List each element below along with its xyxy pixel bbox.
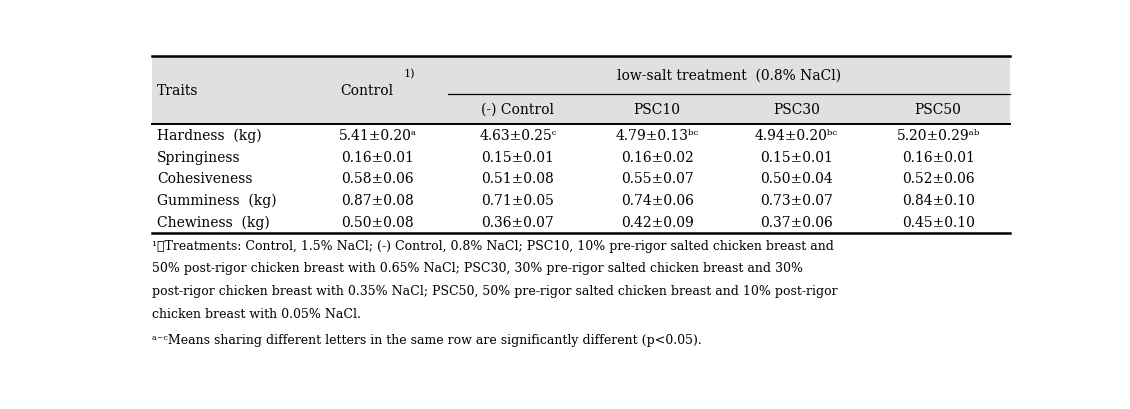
Text: 0.74±0.06: 0.74±0.06 [620, 194, 694, 208]
Text: 5.20±0.29ᵃᵇ: 5.20±0.29ᵃᵇ [896, 128, 980, 142]
Text: PSC50: PSC50 [915, 103, 962, 117]
Text: 0.16±0.01: 0.16±0.01 [341, 150, 414, 164]
Text: PSC30: PSC30 [773, 103, 819, 117]
Text: chicken breast with 0.05% NaCl.: chicken breast with 0.05% NaCl. [151, 307, 360, 320]
Text: 1): 1) [405, 68, 416, 79]
Text: 0.16±0.02: 0.16±0.02 [620, 150, 694, 164]
Text: Control: Control [340, 84, 393, 98]
Text: 0.55±0.07: 0.55±0.07 [620, 172, 694, 186]
Text: 0.51±0.08: 0.51±0.08 [481, 172, 554, 186]
Bar [307, 95, 447, 125]
Bar [151, 95, 307, 125]
Text: 0.50±0.08: 0.50±0.08 [341, 216, 414, 229]
Text: 0.73±0.07: 0.73±0.07 [759, 194, 833, 208]
Bar [151, 57, 1010, 95]
Text: 4.79±0.13ᵇᶜ: 4.79±0.13ᵇᶜ [616, 128, 698, 142]
Text: 0.36±0.07: 0.36±0.07 [481, 216, 554, 229]
Text: Gumminess  (kg): Gumminess (kg) [157, 193, 277, 208]
Text: 0.45±0.10: 0.45±0.10 [902, 216, 974, 229]
Text: Cohesiveness: Cohesiveness [157, 172, 252, 186]
Text: ᵃ⁻ᶜMeans sharing different letters in the same row are significantly different (: ᵃ⁻ᶜMeans sharing different letters in th… [151, 333, 702, 346]
Text: 4.94±0.20ᵇᶜ: 4.94±0.20ᵇᶜ [755, 128, 837, 142]
Text: 50% post-rigor chicken breast with 0.65% NaCl; PSC30, 30% pre-rigor salted chick: 50% post-rigor chicken breast with 0.65%… [151, 262, 802, 274]
Text: 0.50±0.04: 0.50±0.04 [760, 172, 833, 186]
Text: 0.15±0.01: 0.15±0.01 [481, 150, 554, 164]
Text: Hardness  (kg): Hardness (kg) [157, 128, 262, 143]
Text: 0.58±0.06: 0.58±0.06 [341, 172, 414, 186]
Text: 0.37±0.06: 0.37±0.06 [760, 216, 833, 229]
Text: 0.84±0.10: 0.84±0.10 [902, 194, 974, 208]
Text: 0.15±0.01: 0.15±0.01 [759, 150, 833, 164]
Text: 0.52±0.06: 0.52±0.06 [902, 172, 974, 186]
Text: 0.87±0.08: 0.87±0.08 [341, 194, 414, 208]
Text: ¹⧮Treatments: Control, 1.5% NaCl; (-) Control, 0.8% NaCl; PSC10, 10% pre-rigor s: ¹⧮Treatments: Control, 1.5% NaCl; (-) Co… [151, 239, 834, 252]
Text: 0.16±0.01: 0.16±0.01 [902, 150, 974, 164]
Text: 0.42±0.09: 0.42±0.09 [620, 216, 694, 229]
Text: 0.71±0.05: 0.71±0.05 [481, 194, 554, 208]
Bar [447, 95, 1010, 125]
Text: Traits: Traits [157, 84, 199, 98]
Text: Chewiness  (kg): Chewiness (kg) [157, 215, 270, 229]
Text: 4.63±0.25ᶜ: 4.63±0.25ᶜ [479, 128, 557, 142]
Text: (-) Control: (-) Control [481, 103, 555, 117]
Text: post-rigor chicken breast with 0.35% NaCl; PSC50, 50% pre-rigor salted chicken b: post-rigor chicken breast with 0.35% NaC… [151, 284, 837, 297]
Text: Springiness: Springiness [157, 150, 241, 164]
Text: PSC10: PSC10 [634, 103, 680, 117]
Text: low-salt treatment  (0.8% NaCl): low-salt treatment (0.8% NaCl) [617, 69, 841, 83]
Text: 5.41±0.20ᵃ: 5.41±0.20ᵃ [339, 128, 417, 142]
